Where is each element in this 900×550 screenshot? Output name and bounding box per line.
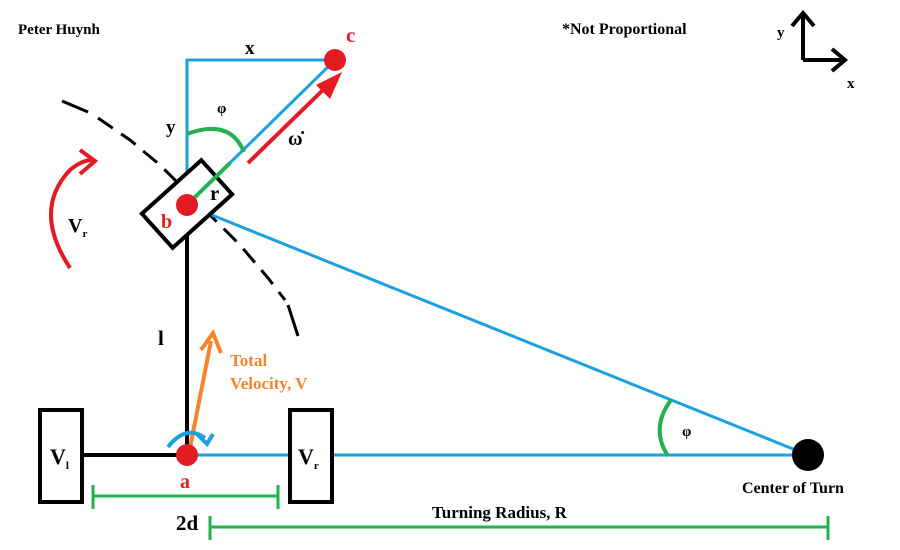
dashed-path-main: [97, 116, 287, 301]
right-wheel-label: Vr: [298, 444, 319, 472]
total-velocity-label-line2: Velocity, V: [230, 374, 308, 393]
xy-offset-lines: [185, 58, 335, 205]
point-b-dot: [176, 194, 198, 216]
point-a-label: a: [180, 471, 190, 493]
axis-y-label: y: [777, 25, 785, 41]
turning-radius-dimension: [208, 516, 830, 540]
two-d-label: 2d: [176, 511, 199, 535]
l-label: l: [158, 326, 164, 350]
r-segment: [190, 161, 232, 202]
total-velocity-label-line1: Total: [230, 351, 267, 370]
point-a-dot: [176, 444, 198, 466]
rotation-at-a-icon: [166, 430, 215, 449]
omega-label: ω̇: [288, 128, 305, 150]
omega-arrow: [246, 72, 342, 165]
b-center-line: [186, 203, 809, 457]
axis-x-label: x: [847, 76, 855, 92]
left-wheel-label: Vl: [50, 444, 69, 472]
phi-arc-top: [186, 126, 246, 153]
phi-arc-bottom: [657, 398, 673, 458]
dashed-path-tail: [286, 304, 300, 337]
point-b-label: b: [161, 211, 172, 233]
vr-rotation-label: Vr: [68, 215, 87, 240]
r-label: r: [210, 181, 219, 205]
turning-radius-label: Turning Radius, R: [432, 503, 568, 522]
point-c-dot: [324, 49, 346, 71]
two-d-dimension: [91, 485, 280, 509]
center-of-turn-label: Center of Turn: [742, 480, 844, 497]
author-label: Peter Huynh: [18, 22, 100, 38]
y-offset-label: y: [166, 117, 176, 138]
dashed-path-left: [61, 99, 89, 114]
axes-icon: [790, 9, 849, 73]
phi-top-label: φ: [217, 101, 226, 117]
center-of-turn-dot: [792, 439, 824, 471]
vr-rotation-arrow: [49, 148, 99, 270]
not-proportional-note: *Not Proportional: [562, 21, 687, 38]
point-c-label: c: [346, 23, 355, 47]
left-wheel: [38, 408, 84, 504]
x-offset-label: x: [245, 38, 255, 59]
phi-bottom-label: φ: [682, 424, 691, 440]
right-wheel: [288, 408, 334, 504]
